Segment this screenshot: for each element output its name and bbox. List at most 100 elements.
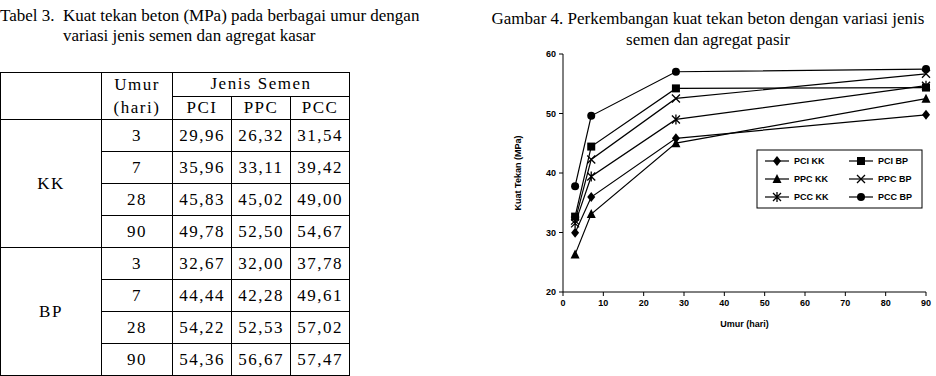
marker [587,155,595,163]
value-cell: 32,67 [173,248,232,280]
y-tick [559,232,563,233]
value-cell: 44,44 [173,280,232,312]
x-axis-label: Umur (hari) [720,319,769,329]
y-tick-label: 20 [546,287,556,297]
header-cement: Jenis Semen [173,73,350,97]
x-tick-label: 90 [921,298,931,308]
legend-marker [857,175,865,183]
value-cell: 57,47 [291,344,350,376]
marker [571,249,580,258]
x-tick-label: 70 [840,298,850,308]
x-tick-label: 40 [719,298,729,308]
value-cell: 56,67 [232,344,291,376]
value-cell: 52,50 [232,216,291,248]
value-cell: 33,11 [232,152,291,184]
value-cell: 52,53 [232,312,291,344]
legend-label: PCI KK [794,156,825,166]
legend-label: PPC BP [878,174,912,184]
age-cell: 28 [102,184,173,216]
header-row: Umur(hari)Jenis Semen [1,73,350,97]
plot-area [571,65,931,258]
value-cell: 49,61 [291,280,350,312]
x-tick-label: 60 [800,298,810,308]
value-cell: 54,22 [173,312,232,344]
x-tick [684,292,685,296]
group-label: BP [1,248,102,376]
header-type: PPC [232,96,291,120]
age-cell: 3 [102,248,173,280]
value-cell: 54,67 [291,216,350,248]
legend-label: PCC KK [794,192,829,202]
value-cell: 35,96 [173,152,232,184]
marker [922,110,930,120]
header-age-line: Umur [102,73,172,96]
chart-title: Gambar 4. Perkembangan kuat tekan beton … [484,8,932,50]
value-cell: 29,96 [173,120,232,152]
marker [922,65,930,73]
age-cell: 90 [102,344,173,376]
value-cell: 45,83 [173,184,232,216]
marker [587,209,596,218]
marker [672,94,680,102]
x-tick-label: 0 [560,298,565,308]
data-table: Umur(hari)Jenis SemenPCIPPCPCCKK329,9626… [0,72,350,376]
legend-box [757,150,922,208]
age-cell: 7 [102,280,173,312]
value-cell: 49,78 [173,216,232,248]
group-label: KK [1,120,102,248]
x-tick-label: 80 [881,298,891,308]
x-tick [603,292,604,296]
x-tick [563,292,564,296]
y-tick-label: 40 [546,168,556,178]
x-axis [563,292,926,293]
x-tick-label: 20 [639,298,649,308]
marker [672,84,680,92]
marker [671,138,680,147]
y-tick-label: 30 [546,228,556,238]
data-row: BP332,6732,0037,78 [1,248,350,280]
value-cell: 57,02 [291,312,350,344]
marker [587,171,595,181]
header-type: PCC [291,96,350,120]
legend-label: PPC KK [794,174,829,184]
header-row: PCIPPCPCC [1,96,350,120]
y-tick [559,113,563,114]
legend: PCI KKPCI BPPPC KKPPC BPPCC KKPCC BP [757,150,922,208]
age-cell: 28 [102,312,173,344]
data-row: 9049,7852,5054,67 [1,216,350,248]
x-tick-label: 30 [679,298,689,308]
x-tick [926,292,927,296]
legend-label: PCI BP [878,156,908,166]
legend-marker [773,192,781,202]
age-cell: 7 [102,152,173,184]
x-tick [764,292,765,296]
x-tick [805,292,806,296]
value-cell: 31,54 [291,120,350,152]
marker [587,112,595,120]
header-type: PCI [173,96,232,120]
marker [922,94,931,103]
y-tick-label: 50 [546,109,556,119]
legend-marker [773,156,781,166]
marker [587,192,595,202]
value-cell: 26,32 [232,120,291,152]
series-line [575,74,926,221]
value-cell: 49,00 [291,184,350,216]
age-cell: 3 [102,120,173,152]
marker [571,218,579,228]
chart-svg: 20304050600102030405060708090Umur (hari)… [0,0,936,376]
table-caption: Tabel 3. Kuat tekan beton (MPa) pada ber… [0,6,425,46]
legend-marker [857,193,865,201]
value-cell: 45,02 [232,184,291,216]
value-cell: 42,28 [232,280,291,312]
x-tick [724,292,725,296]
data-row: KK329,9626,3231,54 [1,120,350,152]
value-cell: 37,78 [291,248,350,280]
x-tick [885,292,886,296]
y-tick [559,173,563,174]
header-age-line: (hari) [102,96,172,119]
y-tick [559,292,563,293]
x-tick-label: 50 [760,298,770,308]
marker [672,68,680,76]
age-cell: 90 [102,216,173,248]
